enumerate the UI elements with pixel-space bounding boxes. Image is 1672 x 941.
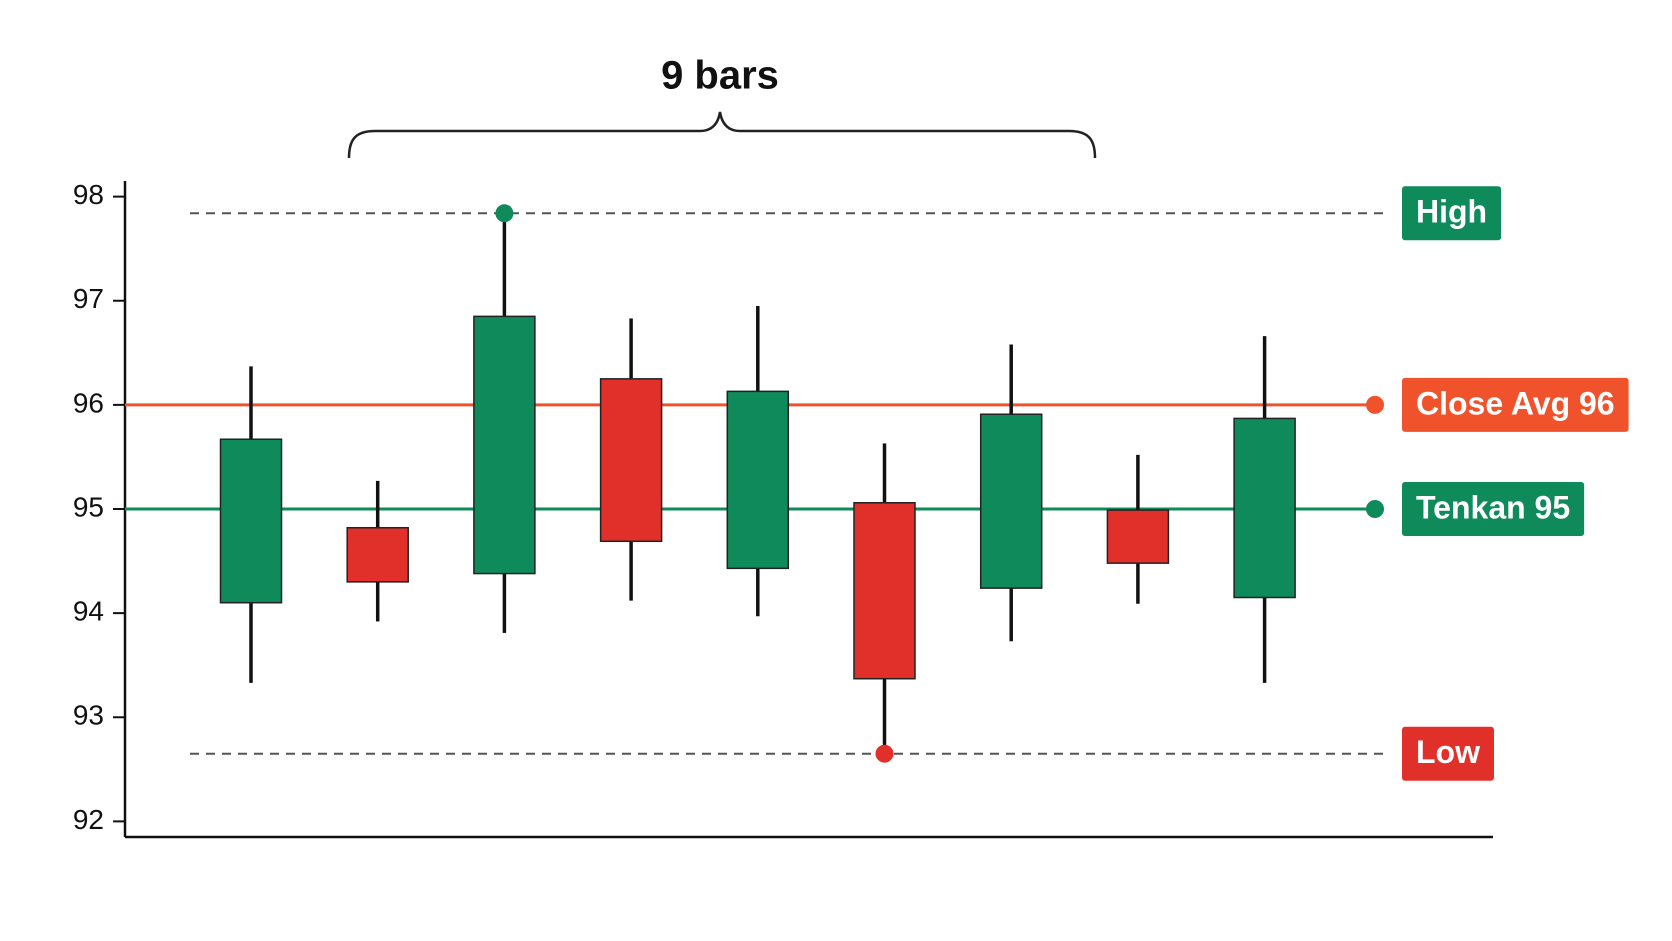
line-label: Tenkan 95 — [1416, 489, 1570, 525]
label-box — [1402, 377, 1629, 432]
candle-body — [979, 413, 1043, 589]
y-tick-label: 97 — [73, 283, 104, 314]
y-tick-label: 98 — [73, 179, 104, 210]
candle-body — [1233, 417, 1296, 599]
candle-body — [726, 390, 790, 570]
y-tick-label: 95 — [73, 491, 104, 522]
candle-body — [219, 438, 283, 604]
y-tick-label: 92 — [73, 804, 104, 835]
label-box — [1402, 186, 1502, 241]
y-tick-label: 96 — [73, 387, 104, 418]
label-box — [1402, 482, 1585, 536]
bracket — [347, 111, 1097, 159]
line-label: Close Avg 96 — [1416, 385, 1615, 421]
candle-body — [853, 502, 916, 680]
high-dot — [495, 204, 514, 223]
line-end-dot — [1366, 395, 1384, 414]
candle-body — [346, 526, 409, 583]
line-label: Low — [1416, 734, 1480, 770]
line-label: High — [1416, 194, 1487, 230]
candle-body — [1106, 509, 1170, 564]
annotation: 9 bars — [661, 54, 779, 98]
label-box — [1402, 726, 1494, 781]
candle-body — [599, 378, 663, 543]
y-tick-label: 94 — [73, 596, 104, 627]
y-tick-label: 93 — [73, 700, 104, 731]
candle-body — [473, 315, 536, 575]
low-dot — [875, 744, 894, 763]
line-end-dot — [1366, 500, 1384, 518]
